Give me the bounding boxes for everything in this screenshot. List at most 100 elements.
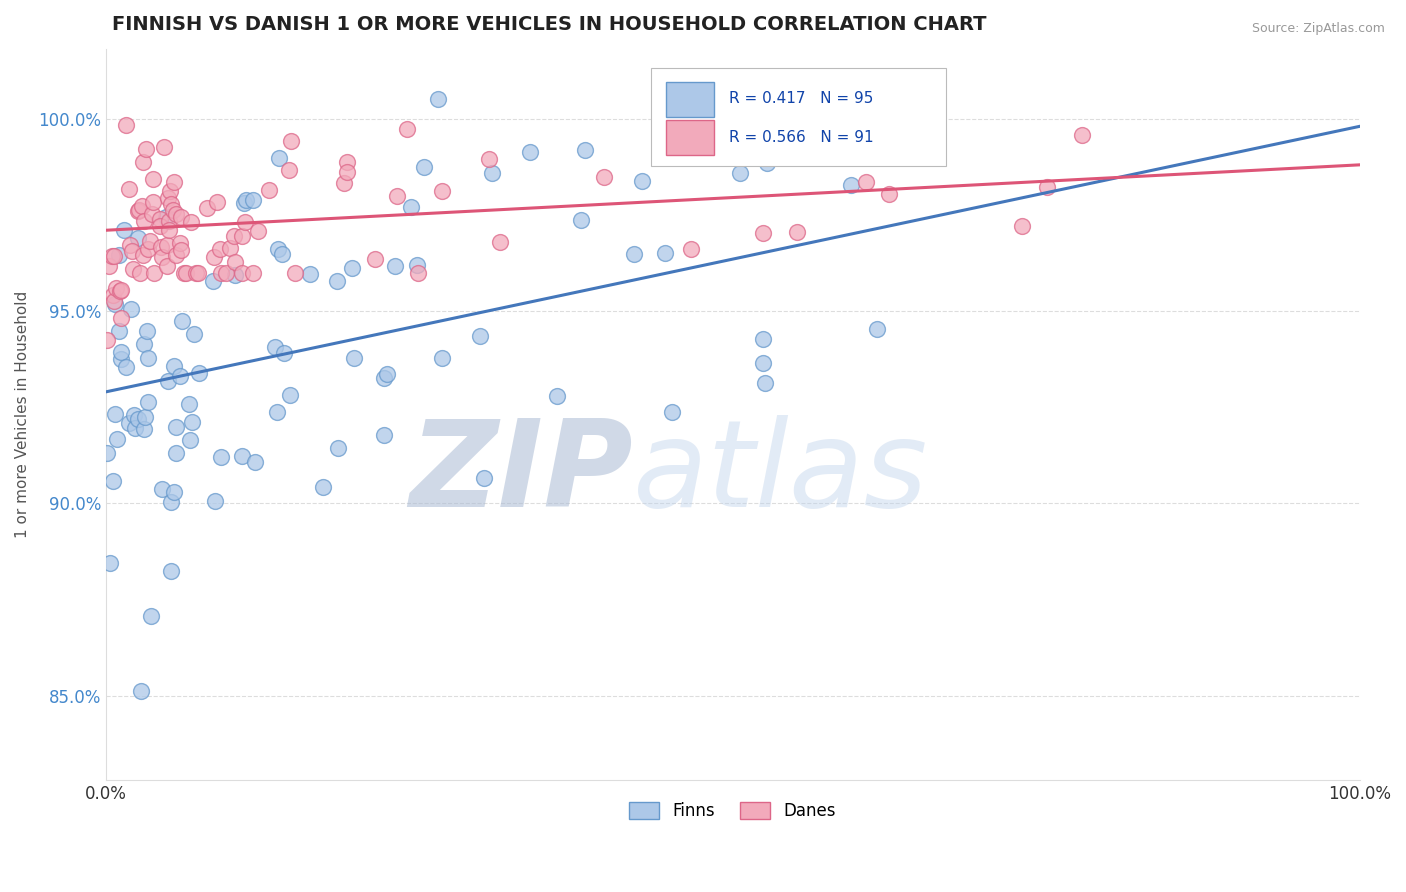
Point — [127, 231, 149, 245]
Point — [654, 246, 676, 260]
Point — [478, 152, 501, 166]
Point — [384, 260, 406, 274]
Point — [110, 284, 132, 298]
Point — [432, 184, 454, 198]
Legend: Finns, Danes: Finns, Danes — [623, 796, 844, 827]
Point — [866, 321, 889, 335]
Point — [326, 274, 349, 288]
Point — [131, 683, 153, 698]
Point — [165, 446, 187, 460]
Point — [110, 345, 132, 359]
Point — [136, 351, 159, 365]
Point — [195, 201, 218, 215]
Point — [150, 250, 173, 264]
Point — [96, 333, 118, 347]
Point — [103, 293, 125, 308]
Point — [141, 207, 163, 221]
Point — [114, 360, 136, 375]
Point — [1071, 128, 1094, 142]
Point — [326, 442, 349, 456]
Point — [120, 301, 142, 316]
Bar — [666, 81, 714, 117]
Point — [104, 408, 127, 422]
Point — [728, 97, 751, 112]
Point — [104, 297, 127, 311]
Point — [855, 175, 877, 189]
Point — [157, 214, 180, 228]
Point — [430, 351, 453, 365]
Point — [160, 495, 183, 509]
Point — [224, 268, 246, 283]
Point — [205, 194, 228, 209]
Point — [363, 252, 385, 267]
Point — [259, 182, 281, 196]
Point — [96, 446, 118, 460]
Point — [186, 266, 208, 280]
Point — [170, 313, 193, 327]
Point — [235, 193, 257, 207]
Point — [751, 356, 773, 370]
Point — [280, 135, 302, 149]
Point — [312, 480, 335, 494]
Point — [139, 234, 162, 248]
Point — [127, 204, 149, 219]
Point — [156, 259, 179, 273]
Point — [136, 395, 159, 409]
Point — [395, 121, 418, 136]
Point — [162, 202, 184, 217]
Point — [142, 172, 165, 186]
Point — [173, 266, 195, 280]
Bar — [666, 120, 714, 155]
Point — [242, 266, 264, 280]
Point — [98, 557, 121, 571]
Point — [574, 143, 596, 157]
Point — [163, 175, 186, 189]
Point — [209, 450, 232, 464]
Text: R = 0.417   N = 95: R = 0.417 N = 95 — [730, 91, 873, 106]
Point — [224, 254, 246, 268]
Point — [399, 200, 422, 214]
Point — [406, 266, 429, 280]
Point — [267, 151, 290, 165]
Point — [97, 260, 120, 274]
Point — [165, 420, 187, 434]
Point — [752, 333, 775, 347]
Point — [246, 224, 269, 238]
Point — [181, 415, 204, 429]
Point — [132, 155, 155, 169]
Point — [149, 219, 172, 234]
Point — [110, 352, 132, 367]
Point — [231, 266, 253, 280]
Point — [134, 410, 156, 425]
Point — [752, 227, 775, 241]
Point — [132, 214, 155, 228]
Point — [107, 324, 129, 338]
Point — [165, 248, 187, 262]
Point — [373, 371, 395, 385]
Point — [101, 475, 124, 489]
Point — [222, 229, 245, 244]
Point — [405, 258, 427, 272]
Point — [169, 368, 191, 383]
Point — [858, 114, 880, 128]
Point — [159, 223, 181, 237]
Point — [271, 246, 294, 260]
Text: FINNISH VS DANISH 1 OR MORE VEHICLES IN HOUSEHOLD CORRELATION CHART: FINNISH VS DANISH 1 OR MORE VEHICLES IN … — [112, 15, 987, 34]
Text: atlas: atlas — [633, 415, 928, 532]
Point — [468, 329, 491, 343]
Point — [124, 409, 146, 423]
Point — [883, 138, 905, 153]
Point — [233, 195, 256, 210]
Point — [728, 166, 751, 180]
Point — [267, 242, 290, 256]
Point — [340, 261, 363, 276]
Point — [839, 178, 862, 193]
Point — [472, 471, 495, 485]
Point — [273, 346, 295, 360]
Point — [336, 155, 359, 169]
Point — [299, 267, 322, 281]
Point — [118, 416, 141, 430]
Point — [201, 274, 224, 288]
Point — [183, 326, 205, 341]
Text: R = 0.566   N = 91: R = 0.566 N = 91 — [730, 129, 873, 145]
